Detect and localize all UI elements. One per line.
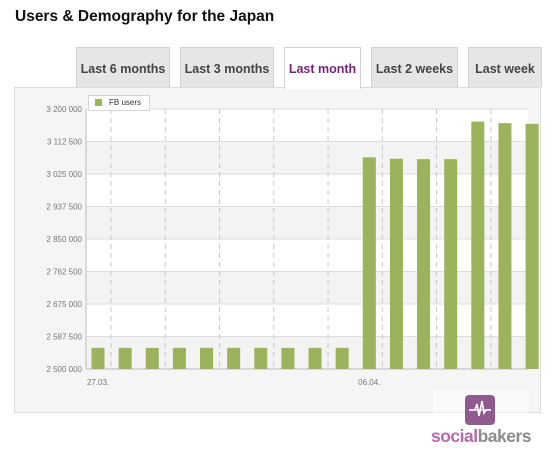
bar [200, 347, 214, 369]
y-tick-label: 2 587 500 [46, 333, 82, 342]
bar [362, 157, 376, 369]
bar [471, 121, 485, 369]
tab-last-3-months[interactable]: Last 3 months [180, 47, 274, 87]
heartbeat-icon [465, 395, 495, 425]
bar [389, 158, 403, 369]
users-bar-chart: 3 200 000 3 112 500 3 025 000 2 937 500 2 85… [46, 105, 539, 387]
plot-band [86, 271, 528, 304]
bar [118, 347, 132, 369]
legend-label: FB users [109, 98, 142, 107]
plot-band [86, 206, 528, 239]
bar [91, 347, 105, 369]
y-tick-label: 3 112 500 [47, 138, 83, 147]
y-tick-label: 2 850 000 [46, 235, 82, 244]
bar [498, 123, 512, 369]
bar [335, 347, 349, 369]
bar [254, 347, 268, 369]
y-tick-label: 2 762 500 [46, 268, 82, 277]
bar [172, 347, 186, 369]
x-tick-label: 06.04. [358, 378, 380, 387]
bar [444, 159, 458, 369]
y-tick-label: 3 200 000 [46, 105, 82, 114]
watermark-text: socialbakers [430, 426, 532, 446]
y-tick-label: 2 675 000 [46, 300, 82, 309]
bar [308, 347, 322, 369]
bar [227, 347, 241, 369]
socialbakers-watermark: socialbakers [431, 390, 532, 452]
legend-swatch [95, 99, 102, 106]
x-tick-label: 27.03. [87, 378, 109, 387]
chart-panel: FB users 3 200 000 3 112 500 3 025 000 2 93… [14, 87, 541, 452]
tab-last-month[interactable]: Last month [284, 47, 361, 89]
tab-last-week[interactable]: Last week [468, 47, 542, 87]
y-tick-label: 2 937 500 [46, 203, 82, 212]
bar [145, 347, 159, 369]
chart-legend[interactable]: FB users [88, 95, 151, 111]
y-tick-label: 2 500 000 [46, 365, 82, 374]
tab-last-2-weeks[interactable]: Last 2 weeks [371, 47, 458, 87]
tab-last-6-months[interactable]: Last 6 months [76, 47, 170, 87]
y-tick-label: 3 025 000 [46, 170, 82, 179]
plot-band [86, 141, 528, 174]
page-title: Users & Demography for the Japan [15, 8, 275, 25]
bar [417, 159, 431, 369]
bar [525, 123, 539, 369]
bar [281, 347, 295, 369]
